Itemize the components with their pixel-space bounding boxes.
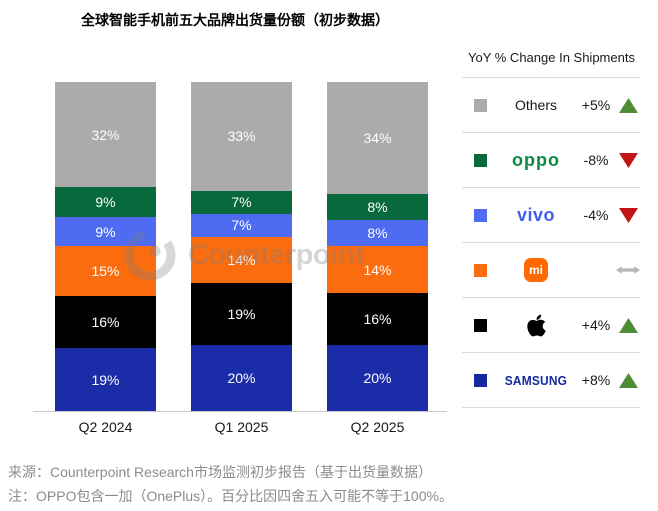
up-arrow-icon: [616, 317, 640, 333]
down-arrow-icon: [616, 152, 640, 168]
oppo-logo-cell: oppo: [496, 150, 576, 171]
legend-header: YoY % Change In Shipments: [468, 50, 635, 65]
legend-swatch-oppo: [474, 153, 487, 167]
up-arrow-icon: [616, 97, 640, 113]
legend-swatch-apple: [474, 318, 487, 332]
legend-row-xiaomi: mi: [462, 242, 640, 297]
segment-value-label: 34%: [363, 129, 392, 146]
legend-panel: YoY % Change In Shipments Others +5% opp…: [462, 50, 640, 408]
chart-title: 全球智能手机前五大品牌出货量份额（初步数据）: [81, 12, 389, 28]
segment-vivo: 8%: [327, 220, 428, 247]
segment-value-label: 32%: [91, 126, 120, 143]
segment-samsung: 19%: [55, 348, 156, 411]
others-change: +5%: [581, 97, 611, 113]
stacked-bar-q2-2025: 34% 8% 8% 14% 16% 20%: [327, 82, 428, 411]
segment-value-label: 19%: [227, 305, 256, 322]
source-note: 来源：Counterpoint Research市场监测初步报告（基于出货量数据…: [8, 464, 432, 480]
segment-oppo: 7%: [191, 190, 292, 214]
oppo-change: -8%: [583, 152, 609, 168]
segment-apple: 16%: [55, 295, 156, 349]
legend-row-oppo: oppo -8%: [462, 132, 640, 187]
segment-others: 34%: [327, 82, 428, 194]
segment-vivo: 7%: [191, 213, 292, 237]
x-axis-line: [33, 411, 447, 412]
segment-value-label: 9%: [95, 223, 116, 240]
segment-value-label: 20%: [227, 370, 256, 387]
segment-xiaomi: 15%: [55, 246, 156, 296]
segment-xiaomi: 14%: [327, 246, 428, 293]
mi-logo-text: mi: [528, 263, 543, 277]
segment-value-label: 8%: [367, 199, 388, 216]
segment-value-label: 8%: [367, 225, 388, 242]
segment-value-label: 15%: [91, 263, 120, 280]
segment-value-label: 14%: [363, 261, 392, 278]
segment-samsung: 20%: [327, 345, 428, 411]
flat-arrow-icon: [616, 262, 640, 278]
segment-others: 32%: [55, 82, 156, 188]
down-arrow-icon: [616, 207, 640, 223]
segment-others: 33%: [191, 82, 292, 191]
apple-change: +4%: [581, 317, 611, 333]
xiaomi-mi-logo: mi: [524, 258, 548, 282]
segment-value-label: 16%: [91, 314, 120, 331]
segment-apple: 19%: [191, 282, 292, 346]
segment-oppo: 8%: [327, 193, 428, 221]
up-arrow-icon: [616, 372, 640, 388]
rounding-note: 注：OPPO包含一加（OnePlus）。百分比因四舍五入可能不等于100%。: [8, 488, 453, 504]
vivo-logo: vivo: [516, 204, 556, 225]
legend-swatch-samsung: [474, 373, 487, 387]
footer-notes: 来源：Counterpoint Research市场监测初步报告（基于出货量数据…: [8, 460, 453, 508]
apple-logo-cell: [496, 313, 576, 338]
others-label-cell: Others: [496, 97, 576, 113]
legend-row-samsung: SAMSUNG +8%: [462, 352, 640, 407]
x-tick-q2-2025: Q2 2025: [350, 419, 405, 435]
x-tick-q1-2025: Q1 2025: [214, 419, 269, 435]
stacked-bar-q1-2025: 33% 7% 7% 14% 19% 20%: [191, 82, 292, 411]
apple-logo-icon: [526, 314, 546, 336]
segment-samsung: 20%: [191, 345, 292, 411]
xiaomi-logo-cell: mi: [496, 258, 576, 282]
segment-value-label: 33%: [227, 128, 256, 145]
legend-swatch-others: [474, 98, 487, 112]
segment-oppo: 9%: [55, 187, 156, 217]
samsung-logo-cell: SAMSUNG: [496, 373, 576, 388]
segment-apple: 16%: [327, 292, 428, 346]
others-label: Others: [514, 97, 557, 113]
segment-xiaomi: 14%: [191, 236, 292, 283]
samsung-logo: SAMSUNG: [504, 372, 568, 388]
vivo-change: -4%: [583, 207, 609, 223]
segment-vivo: 9%: [55, 216, 156, 247]
segment-value-label: 9%: [95, 194, 116, 211]
legend-swatch-xiaomi: [474, 263, 487, 277]
stacked-bar-q2-2024: 32% 9% 9% 15% 16% 19%: [55, 82, 156, 411]
oppo-logo: oppo: [512, 149, 560, 170]
legend-row-apple: +4%: [462, 297, 640, 352]
legend-row-vivo: vivo -4%: [462, 187, 640, 242]
legend-swatch-vivo: [474, 208, 487, 222]
segment-value-label: 7%: [231, 194, 252, 211]
legend-row-others: Others +5%: [462, 77, 640, 132]
segment-value-label: 16%: [363, 310, 392, 327]
segment-value-label: 20%: [363, 370, 392, 387]
segment-value-label: 7%: [231, 217, 252, 234]
segment-value-label: 14%: [227, 251, 256, 268]
samsung-change: +8%: [581, 372, 611, 388]
segment-value-label: 19%: [91, 371, 120, 388]
legend-rows: Others +5% oppo -8% vi: [462, 77, 640, 408]
x-tick-q2-2024: Q2 2024: [78, 419, 133, 435]
vivo-logo-cell: vivo: [496, 205, 576, 226]
